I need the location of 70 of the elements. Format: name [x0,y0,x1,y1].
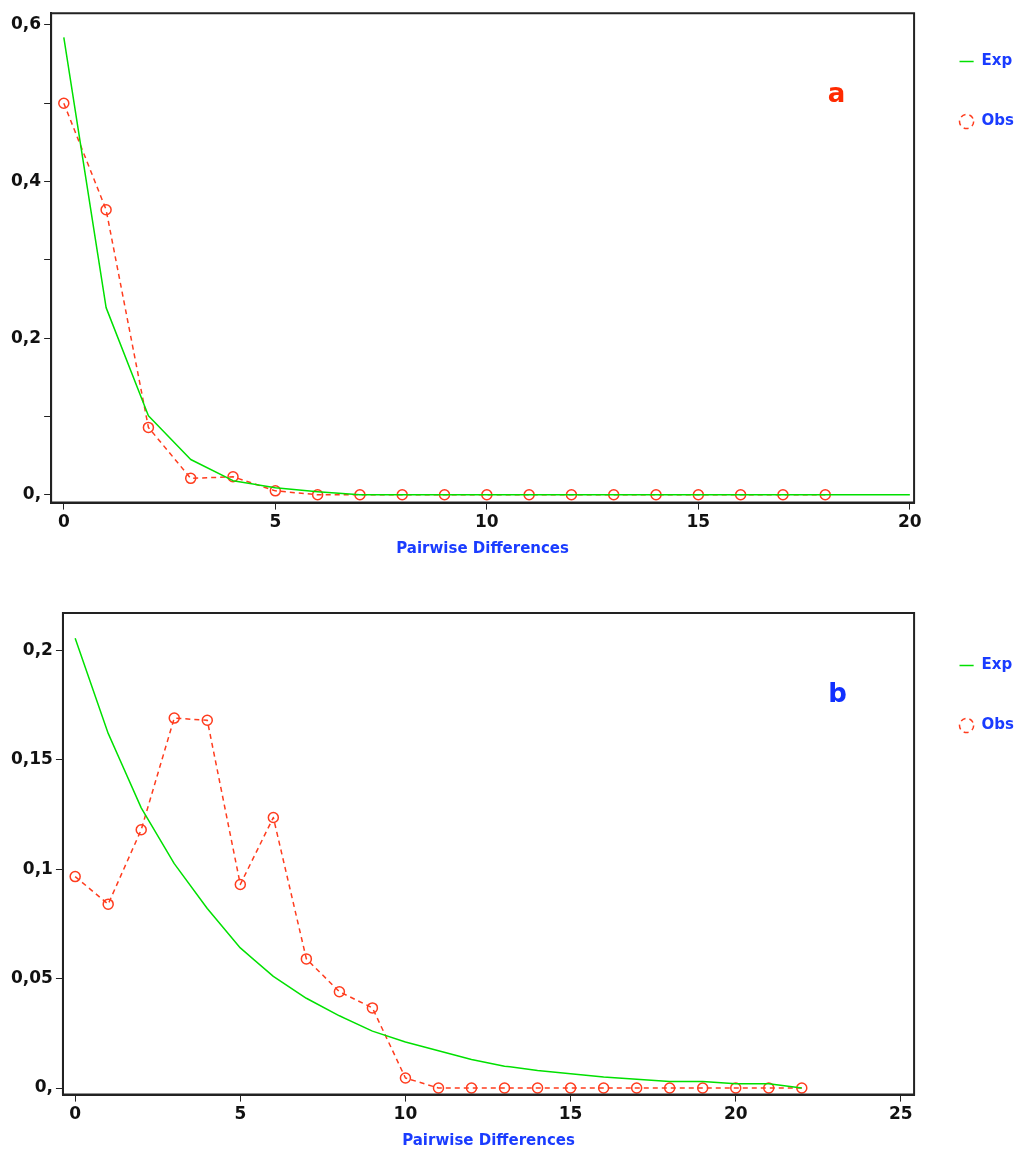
point [269,485,282,497]
point [135,823,147,836]
point [227,471,239,483]
x-tick-label: 5 [269,511,282,532]
point [184,472,197,485]
point [564,1082,577,1094]
annotation: a [827,77,846,108]
point [663,1082,676,1094]
point [354,489,366,501]
x-tick-label: 20 [723,1103,748,1124]
legend-label: Exp [981,51,1013,70]
y-tick-label: 0,1 [22,857,53,878]
point [399,1072,412,1084]
x-tick-label: 10 [393,1103,418,1124]
legend-label: Obs [981,715,1015,734]
point [465,1082,478,1094]
point [396,489,408,501]
point [201,714,214,727]
point [311,489,324,501]
y-tick-label: 0,2 [22,638,53,659]
point [796,1082,808,1094]
y-tick-label: 0, [34,1076,53,1097]
point [333,985,346,998]
point [100,203,112,216]
point [763,1082,775,1094]
point [523,489,535,501]
point [142,421,155,434]
point [729,1082,742,1094]
x-tick-label: 10 [474,511,499,532]
x-tick-label: 15 [686,511,711,532]
point [696,1082,709,1094]
x-axis-title: Pairwise Differences [396,538,570,557]
y-tick-label: 0,05 [10,967,53,987]
y-tick-label: 0,6 [10,13,42,34]
point [819,489,831,501]
point [777,489,789,501]
x-axis-title: Pairwise Differences [402,1130,575,1149]
point [692,489,705,501]
y-tick-label: 0,2 [10,326,42,347]
point [432,1082,445,1094]
point [102,898,114,910]
point [69,870,81,883]
x-tick-label: 5 [234,1103,247,1124]
point [58,97,70,109]
point [531,1082,544,1094]
y-tick-label: 0,15 [10,748,53,769]
y-tick-label: 0, [22,483,42,504]
point [650,489,662,501]
point [597,1082,610,1094]
annotation: b [828,677,847,708]
x-tick-label: 20 [898,511,922,532]
x-tick-label: 25 [889,1103,913,1124]
point [630,1082,643,1094]
point [234,878,247,891]
y-tick-label: 0,4 [10,169,42,190]
point [300,953,313,965]
legend-label: Exp [981,655,1013,674]
point [498,1082,511,1094]
point [481,489,493,501]
x-tick-label: 15 [558,1103,583,1124]
point [366,1002,379,1014]
x-tick-label: 0 [57,511,70,532]
point [734,489,747,501]
legend-label: Obs [981,111,1015,130]
point [565,489,578,501]
point [438,489,451,501]
point [267,811,280,824]
point [168,712,180,724]
x-tick-label: 0 [69,1103,82,1124]
point [607,489,620,501]
